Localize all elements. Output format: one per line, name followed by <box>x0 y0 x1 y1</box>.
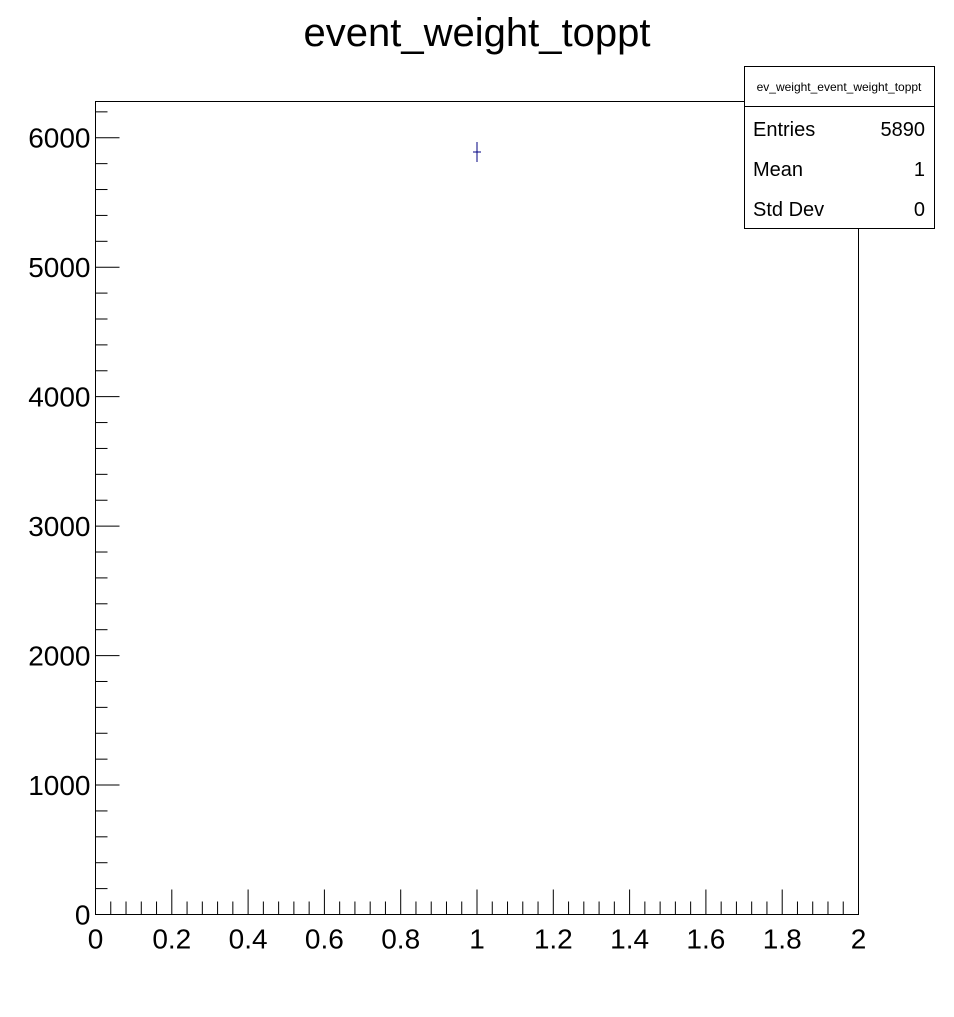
y-tick-label: 4000 <box>28 382 90 413</box>
x-tick-label: 0.2 <box>152 924 191 955</box>
stats-mean-value: 1 <box>914 159 925 181</box>
chart-title: event_weight_toppt <box>304 11 651 55</box>
stats-entries-label: Entries <box>753 119 815 141</box>
data-marks <box>473 142 481 162</box>
x-tick-label: 0.6 <box>305 924 344 955</box>
y-tick-label: 6000 <box>28 123 90 154</box>
x-tick-label: 1.2 <box>534 924 573 955</box>
stats-entries-value: 5890 <box>881 119 926 141</box>
y-tick-label: 5000 <box>28 252 90 283</box>
x-axis: 0 0.2 0.4 0.6 0.8 1 1.2 1.4 1.6 1.8 2 <box>88 889 867 955</box>
x-tick-label: 1.4 <box>610 924 649 955</box>
stats-box: ev_weight_event_weight_toppt Entries 589… <box>744 66 935 229</box>
x-tick-label: 1.6 <box>686 924 725 955</box>
x-tick-label: 1.8 <box>763 924 802 955</box>
stats-mean-label: Mean <box>753 159 803 181</box>
x-tick-label: 1 <box>469 924 485 955</box>
x-tick-label: 0.8 <box>381 924 420 955</box>
x-tick-label: 2 <box>851 924 867 955</box>
x-tick-label: 0 <box>88 924 104 955</box>
y-tick-label: 3000 <box>28 511 90 542</box>
stats-box-frame <box>744 66 935 229</box>
x-tick-label: 0.4 <box>229 924 268 955</box>
y-axis: 0 1000 2000 3000 4000 5000 6000 <box>28 111 120 931</box>
y-tick-label: 2000 <box>28 641 90 672</box>
stats-stddev-label: Std Dev <box>753 199 824 221</box>
data-point <box>473 142 481 162</box>
stats-box-name: ev_weight_event_weight_toppt <box>757 80 922 94</box>
y-tick-label: 0 <box>75 900 91 931</box>
stats-stddev-value: 0 <box>914 199 925 221</box>
y-tick-label: 1000 <box>28 770 90 801</box>
